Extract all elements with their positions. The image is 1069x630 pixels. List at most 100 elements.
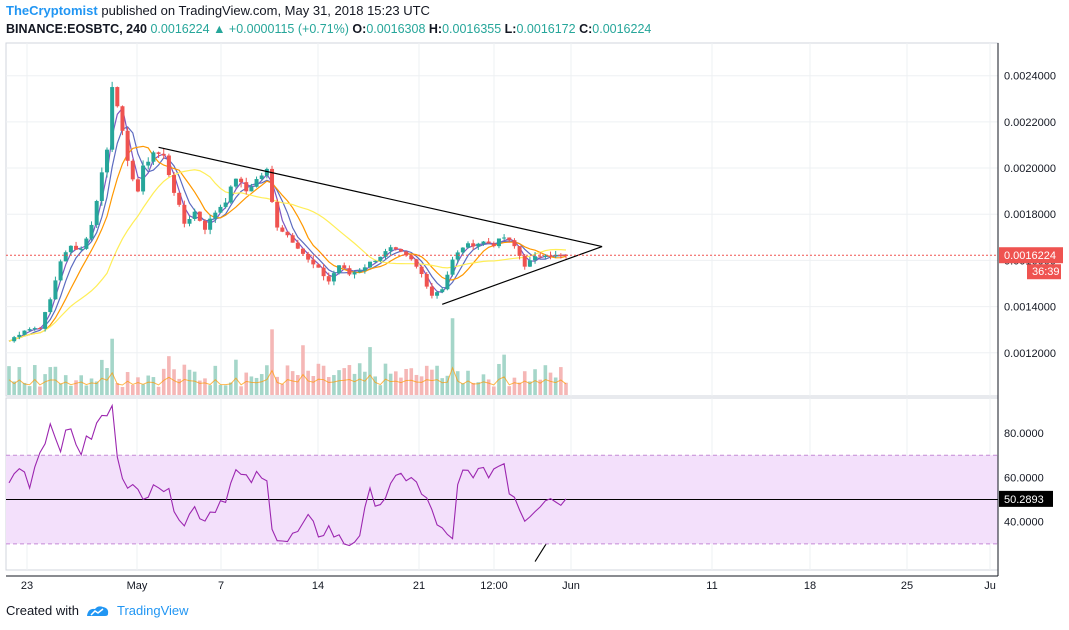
volume-bar	[533, 369, 537, 395]
publish-header: TheCryptomist published on TradingView.c…	[6, 3, 430, 18]
time-tick-label: 23	[21, 580, 33, 592]
countdown-label: 36:39	[1032, 266, 1060, 278]
volume-bar	[94, 381, 99, 395]
price-tick-label: 0.0014000	[1004, 302, 1056, 314]
candle-body	[187, 219, 192, 224]
high-label: H:	[428, 22, 443, 36]
volume-bar	[368, 347, 372, 395]
candlesticks	[12, 81, 568, 343]
volume-bar	[38, 386, 42, 395]
time-tick-label: 18	[804, 580, 816, 592]
candle-body	[398, 249, 403, 252]
volume-bar	[414, 374, 419, 395]
volume-bar	[187, 369, 192, 395]
volume-bar	[74, 380, 78, 395]
candle-body	[48, 299, 53, 313]
volume-bar	[311, 375, 316, 395]
volume-bar	[43, 374, 47, 395]
candle-body	[352, 272, 357, 275]
volume-bar	[280, 384, 285, 395]
close-label: C:	[579, 22, 593, 36]
candle-body	[22, 330, 27, 335]
low-label: L:	[504, 22, 517, 36]
candle-body	[476, 243, 481, 247]
volume-bar	[553, 377, 558, 395]
candle-body	[208, 218, 213, 230]
low-value: 0.0016172	[516, 22, 576, 36]
volume-bar	[218, 385, 223, 395]
ma-slow-line	[8, 169, 567, 342]
close-value: 0.0016224	[592, 22, 652, 36]
volume-bar	[151, 377, 156, 395]
triangle-lower-trendline[interactable]	[442, 245, 603, 305]
author-name[interactable]: TheCryptomist	[6, 3, 98, 18]
volume-bar	[363, 371, 367, 395]
volume-bar	[275, 376, 279, 395]
volume-bar	[476, 382, 481, 395]
volume-bar	[244, 372, 249, 395]
candle-body	[146, 161, 151, 166]
rsi-tick-label: 40.0000	[1004, 517, 1044, 529]
candle-body	[63, 252, 68, 262]
volume-bar	[471, 382, 475, 395]
candle-body	[197, 211, 202, 221]
candle-body	[177, 192, 182, 205]
candle-body	[507, 237, 512, 241]
tradingview-brand-link[interactable]: TradingView	[116, 603, 189, 618]
candle-body	[471, 243, 476, 247]
candle-body	[249, 186, 254, 192]
candle-body	[496, 238, 501, 247]
volume-bar	[89, 378, 94, 395]
candle-body	[53, 280, 58, 300]
candle-body	[84, 238, 89, 249]
volume-bar	[7, 366, 11, 395]
volume-bar	[548, 372, 553, 395]
candle-body	[99, 172, 104, 201]
candle-body	[538, 256, 543, 258]
candle-body	[43, 312, 48, 329]
time-tick-label: 25	[901, 580, 913, 592]
footer: Created with TradingView	[6, 603, 189, 618]
volume-bar	[388, 373, 393, 395]
volume-bar	[167, 356, 171, 395]
candle-body	[300, 248, 305, 254]
candle-body	[254, 179, 259, 187]
candle-body	[218, 206, 223, 213]
candle-body	[125, 130, 130, 161]
candle-body	[404, 251, 409, 256]
volume-bar	[399, 377, 403, 395]
candle-body	[337, 265, 342, 274]
volume-bar	[265, 365, 269, 395]
volume-bar	[507, 386, 512, 395]
candle-body	[388, 247, 393, 252]
candle-body	[104, 149, 109, 173]
last-price-badge	[999, 247, 1063, 264]
candle-body	[192, 211, 197, 220]
price-tick-label: 0.0020000	[1004, 163, 1056, 175]
volume-bar	[301, 345, 305, 395]
volume-bar	[156, 386, 161, 395]
time-tick-label: 21	[413, 580, 425, 592]
volume-bar	[192, 371, 197, 395]
volume-bar	[394, 371, 398, 395]
volume-bar	[337, 370, 341, 395]
volume-bar	[445, 375, 450, 395]
volume-bar	[254, 377, 259, 395]
volume-bar	[461, 383, 465, 395]
candle-body	[32, 328, 37, 330]
candle-body	[450, 259, 455, 275]
triangle-upper-trendline[interactable]	[158, 146, 603, 248]
price-pane[interactable]	[5, 42, 999, 397]
countdown-badge	[1027, 264, 1061, 280]
candle-body	[342, 265, 347, 269]
volume-bar	[481, 374, 486, 395]
volume-bar	[419, 376, 424, 395]
rsi-last-badge	[999, 490, 1053, 507]
volume-bar	[208, 385, 212, 395]
open-value: 0.0016308	[366, 22, 426, 36]
candle-body	[429, 286, 434, 296]
volume-bar	[125, 372, 130, 395]
candle-body	[213, 212, 218, 219]
candle-body	[259, 175, 264, 180]
